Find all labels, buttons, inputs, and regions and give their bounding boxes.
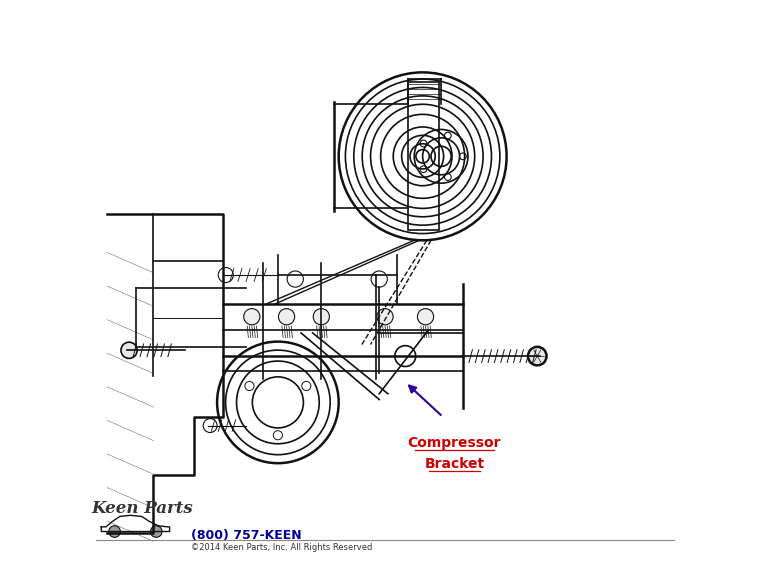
Circle shape <box>313 309 330 325</box>
Circle shape <box>244 309 260 325</box>
Circle shape <box>377 309 393 325</box>
Text: (800) 757-KEEN: (800) 757-KEEN <box>191 529 302 542</box>
Circle shape <box>417 309 434 325</box>
Circle shape <box>279 309 295 325</box>
Text: Compressor: Compressor <box>408 436 501 450</box>
Circle shape <box>395 346 416 367</box>
Circle shape <box>150 526 162 537</box>
Text: Bracket: Bracket <box>424 457 484 471</box>
Bar <box>407 82 440 230</box>
Circle shape <box>121 342 137 358</box>
Text: ©2014 Keen Parts, Inc. All Rights Reserved: ©2014 Keen Parts, Inc. All Rights Reserv… <box>191 543 373 552</box>
Circle shape <box>109 526 120 537</box>
Circle shape <box>528 347 547 365</box>
Text: Keen Parts: Keen Parts <box>91 500 192 517</box>
